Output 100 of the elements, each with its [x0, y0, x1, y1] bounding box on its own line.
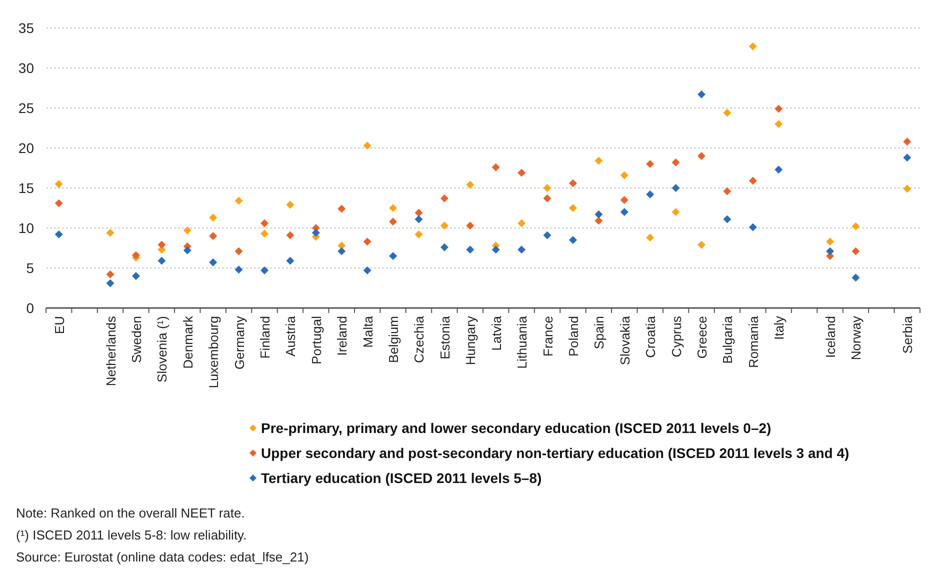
point [183, 226, 192, 234]
point [903, 184, 912, 193]
point [183, 246, 192, 254]
point [543, 184, 552, 192]
y-tick-label: 5 [26, 260, 34, 276]
x-tick-label: EU [52, 316, 67, 334]
point [594, 156, 603, 165]
text: Note: Ranked on the overall NEET rate. [16, 506, 245, 521]
point [440, 222, 448, 230]
point [698, 90, 706, 98]
point [748, 223, 757, 232]
x-tick-label: Greece [694, 316, 710, 359]
point [852, 247, 860, 256]
point [286, 200, 294, 209]
point [774, 166, 783, 174]
x-tick-label: Luxembourg [206, 316, 222, 388]
point [852, 274, 860, 282]
x-tick-label: Austria [283, 315, 298, 356]
point [338, 247, 346, 256]
point [646, 190, 654, 198]
point [518, 168, 526, 177]
point [620, 196, 628, 204]
point [672, 158, 680, 166]
y-tick-label: 15 [18, 180, 34, 196]
point [286, 256, 294, 265]
point [286, 231, 294, 240]
point [748, 42, 757, 50]
x-tick-label: Germany [232, 316, 247, 370]
point [54, 199, 63, 208]
point [723, 215, 732, 224]
point [518, 219, 526, 228]
point [54, 230, 63, 238]
point [568, 179, 577, 188]
y-tick-label: 20 [18, 140, 34, 156]
point [748, 176, 757, 185]
x-tick-label: Malta [360, 315, 376, 348]
y-tick-label: 25 [18, 100, 34, 116]
point [363, 266, 372, 274]
point [568, 204, 577, 212]
x-tick-label: Denmark [180, 316, 196, 369]
point [389, 252, 398, 260]
point [466, 246, 474, 254]
point [492, 163, 500, 172]
point [646, 234, 654, 242]
point [132, 251, 140, 260]
point [158, 240, 166, 249]
point [209, 214, 218, 222]
point [363, 142, 372, 150]
source-note: Source: Eurostat (online data codes: edat_lfse_21) [16, 550, 309, 565]
point [132, 272, 140, 280]
x-tick-label: Latvia [488, 315, 504, 351]
point [518, 246, 526, 254]
x-tick-label: Romania [746, 315, 761, 368]
x-tick-label: Iceland [823, 316, 838, 358]
point [774, 104, 783, 113]
x-tick-label: Norway [848, 316, 864, 360]
y-tick-label: 30 [18, 60, 34, 76]
point [389, 204, 398, 212]
y-tick-label: 0 [26, 300, 34, 316]
point [312, 228, 320, 237]
x-tick-label: France [540, 316, 556, 356]
legend-label: Tertiary education (ISCED 2011 levels 5–8) [261, 470, 542, 486]
x-tick-label: Sweden [128, 316, 144, 363]
x-tick-label: Hungary [463, 316, 478, 366]
x-tick-label: Portugal [308, 316, 324, 364]
point [338, 204, 346, 213]
x-tick-label: Czechia [412, 315, 427, 363]
point [826, 247, 834, 256]
x-tick-label: Slovakia [617, 315, 632, 366]
point [158, 256, 166, 265]
x-tick-label: Lithuania [514, 315, 530, 369]
point [466, 222, 474, 230]
point [106, 270, 114, 278]
point [620, 171, 628, 180]
x-tick-label: Serbia [900, 315, 916, 354]
text: (¹) ISCED 2011 levels 5-8: low reliability. [16, 528, 247, 543]
point [903, 138, 912, 146]
y-tick-label: 35 [18, 20, 34, 36]
point [466, 180, 474, 189]
x-tick-label: Netherlands [103, 316, 118, 386]
point [826, 238, 834, 246]
point [414, 215, 423, 224]
point [234, 247, 243, 256]
point [414, 208, 423, 217]
point [723, 187, 732, 196]
point [543, 194, 552, 202]
point [543, 231, 552, 240]
point [414, 230, 423, 238]
point [106, 279, 114, 288]
point [363, 238, 372, 246]
point [852, 222, 860, 230]
point [234, 196, 243, 205]
point [209, 258, 218, 266]
x-tick-label: Poland [566, 316, 581, 356]
point [646, 160, 654, 168]
point [440, 194, 448, 202]
x-tick-label: Belgium [386, 316, 402, 363]
point [620, 208, 628, 216]
y-tick-label: 10 [18, 220, 34, 236]
x-tick-label: Cyprus [668, 316, 684, 358]
